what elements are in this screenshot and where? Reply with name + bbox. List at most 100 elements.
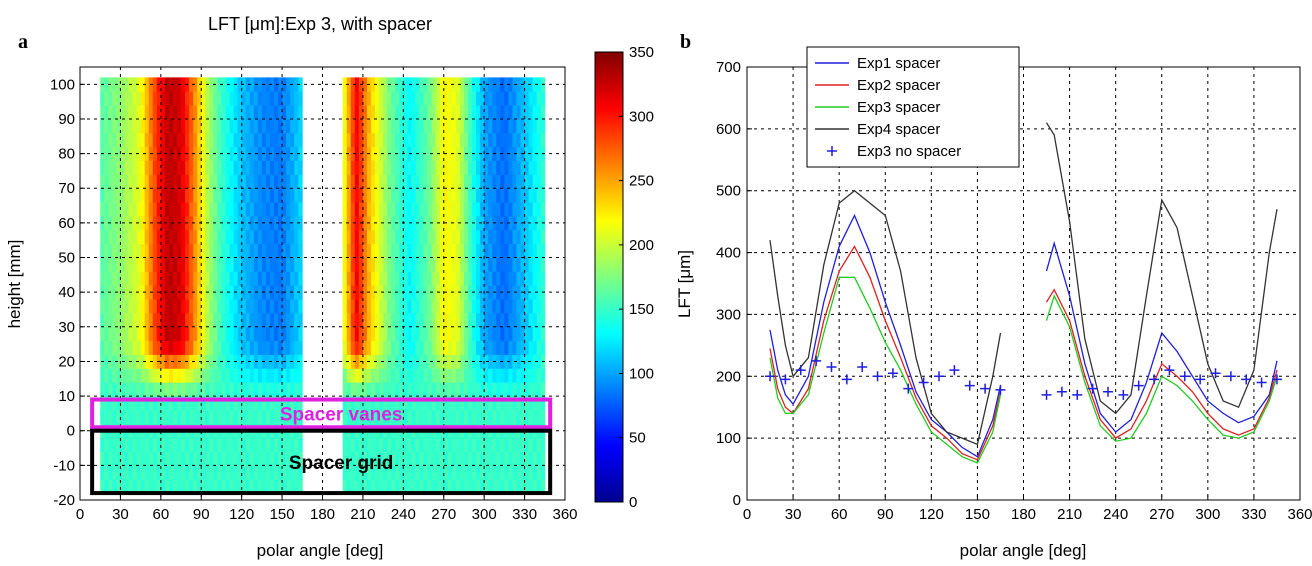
- heatmap-cell: [358, 326, 364, 342]
- heatmap-cell: [403, 257, 408, 272]
- heatmap-cell: [500, 160, 505, 175]
- heatmap-cell: [237, 465, 243, 480]
- heatmap-cell: [197, 437, 202, 452]
- heatmap-cell: [383, 77, 388, 92]
- heatmap-cell: [435, 299, 441, 314]
- heatmap-cell: [455, 91, 461, 106]
- heatmap-cell: [354, 160, 360, 175]
- heatmap-cell: [520, 368, 525, 383]
- heatmap-cell: [480, 396, 485, 411]
- heatmap-cell: [375, 257, 380, 272]
- heatmap-cell: [168, 243, 174, 258]
- heatmap-cell: [472, 174, 477, 189]
- heatmap-cell: [342, 215, 348, 231]
- heatmap-cell: [484, 202, 489, 217]
- heatmap-cell: [282, 340, 287, 355]
- heatmap-cell: [193, 299, 198, 314]
- heatmap-cell: [540, 91, 546, 106]
- heatmap-cell: [532, 77, 538, 92]
- heatmap-cell: [403, 285, 408, 300]
- heatmap-cell: [391, 326, 396, 342]
- heatmap-cell: [205, 368, 210, 383]
- heatmap-cell: [164, 243, 170, 258]
- heatmap-cell: [524, 326, 530, 342]
- heatmap-cell: [362, 437, 368, 452]
- heatmap-cell: [229, 299, 234, 314]
- heatmap-cell: [399, 188, 404, 203]
- heatmap-cell: [496, 396, 501, 411]
- heatmap-cell: [209, 202, 214, 217]
- heatmap-cell: [354, 465, 360, 480]
- heatmap-cell: [504, 188, 509, 203]
- heatmap-cell: [104, 368, 109, 383]
- heatmap-cell: [484, 396, 489, 411]
- heatmap-cell: [500, 465, 505, 480]
- heatmap-cell: [342, 229, 348, 245]
- heatmap-cell: [358, 451, 364, 466]
- heatmap-cell: [472, 479, 477, 494]
- heatmap-cell: [160, 174, 166, 189]
- data-point-plus: [795, 365, 806, 376]
- heatmap-cell: [209, 326, 214, 342]
- heatmap-cell: [383, 105, 388, 120]
- heatmap-cell: [500, 105, 505, 120]
- heatmap-cell: [468, 409, 473, 425]
- heatmap-cell: [213, 299, 218, 314]
- heatmap-cell: [177, 465, 182, 480]
- heatmap-cell: [282, 160, 287, 175]
- heatmap-cell: [100, 229, 105, 245]
- heatmap-cell: [480, 299, 485, 314]
- heatmap-cell: [249, 396, 255, 411]
- heatmap-cell: [116, 409, 121, 425]
- heatmap-cell: [237, 312, 243, 328]
- heatmap-cell: [379, 132, 384, 148]
- heatmap-cell: [447, 479, 453, 494]
- heatmap-cell: [217, 354, 222, 369]
- heatmap-cell: [439, 91, 445, 106]
- heatmap-cell: [213, 396, 218, 411]
- heatmap-cell: [419, 465, 424, 480]
- heatmap-cell: [403, 132, 408, 148]
- heatmap-cell: [532, 451, 538, 466]
- x-tick-label: 90: [193, 506, 210, 523]
- heatmap-cell: [520, 271, 525, 286]
- heatmap-cell: [298, 132, 303, 148]
- heatmap-cell: [492, 229, 497, 245]
- heatmap-cell: [350, 340, 356, 355]
- heatmap-cell: [124, 368, 129, 383]
- heatmap-cell: [144, 451, 150, 466]
- heatmap-cell: [225, 437, 230, 452]
- heatmap-cell: [472, 437, 477, 452]
- heatmap-cell: [375, 326, 380, 342]
- heatmap-cell: [229, 215, 234, 231]
- heatmap-cell: [197, 271, 202, 286]
- heatmap-cell: [237, 326, 243, 342]
- heatmap-cell: [455, 312, 461, 328]
- heatmap-cell: [108, 396, 113, 411]
- heatmap-cell: [108, 382, 113, 397]
- heatmap-cell: [253, 243, 259, 258]
- heatmap-cell: [209, 382, 214, 397]
- spacer-vanes-box: [90, 397, 553, 430]
- heatmap-cell: [120, 312, 125, 328]
- heatmap-cell: [512, 465, 517, 480]
- heatmap-cell: [241, 271, 247, 286]
- heatmap-cell: [536, 188, 542, 203]
- heatmap-cell: [476, 77, 481, 92]
- heatmap-cell: [419, 437, 424, 452]
- heatmap-cell: [245, 257, 251, 272]
- heatmap-cell: [261, 132, 267, 148]
- heatmap-cell: [181, 368, 186, 383]
- heatmap-cell: [164, 396, 170, 411]
- y-tick-label: 100: [716, 430, 741, 447]
- heatmap-cell: [116, 132, 121, 148]
- heatmap-cell: [245, 465, 251, 480]
- heatmap-cell: [540, 312, 546, 328]
- data-point-plus: [1164, 365, 1175, 376]
- heatmap-cell: [185, 479, 190, 494]
- heatmap-cell: [185, 340, 190, 355]
- heatmap-cell: [209, 132, 214, 148]
- heatmap-cell: [282, 271, 287, 286]
- heatmap-cell: [164, 451, 170, 466]
